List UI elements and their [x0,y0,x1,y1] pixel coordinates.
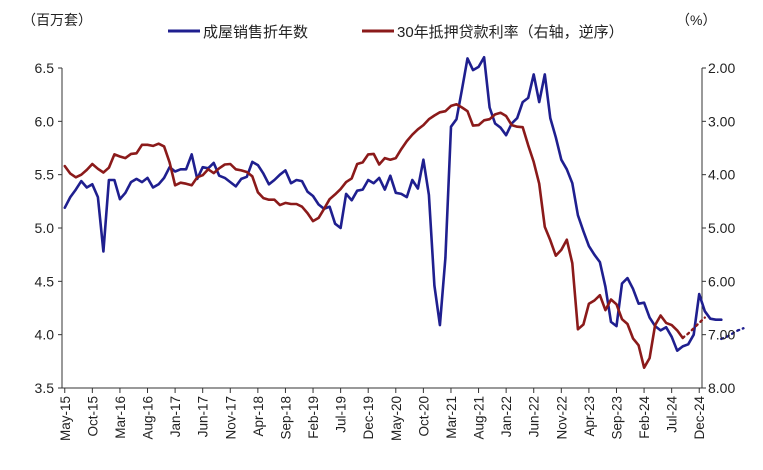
left-tick-label: 6.0 [35,113,55,129]
x-tick-label: Jan-22 [499,396,514,437]
x-tick-label: Mar-21 [444,396,459,439]
legend-label-mortgage-rate: 30年抵押贷款利率（右轴，逆序） [397,24,624,41]
series-line-mortgage-rate [63,103,685,370]
right-unit-label: （%） [676,12,716,28]
x-tick-label: Feb-24 [637,396,652,439]
x-tick-label: Nov-22 [554,396,569,440]
axes [61,68,703,389]
x-tick-label: Aug-21 [472,396,487,440]
right-tick-label: 7.00 [708,327,735,343]
tick-labels: 3.5 4.0 4.5 5.0 5.5 6.0 6.5 2.00 3.00 4.00 5.00 6.0… [35,60,736,441]
x-tick-label: May-15 [58,396,73,441]
x-tick-label: Jun-17 [196,396,211,437]
x-tick-label: Sep-18 [278,396,293,440]
left-tick-label: 4.5 [35,273,55,289]
x-tick-label: Jun-22 [527,396,542,437]
x-tick-label: Oct-15 [85,396,100,437]
x-tick-label: Oct-20 [416,396,431,437]
legend: 成屋销售折年数 30年抵押贷款利率（右轴，逆序） [168,24,624,41]
right-tick-label: 8.00 [708,380,735,396]
right-tick-label: 2.00 [708,60,735,76]
series-line-home-sales [63,55,723,353]
x-tick-label: Dec-19 [361,396,376,440]
x-tick-label: Sep-23 [609,396,624,440]
right-tick-label: 5.00 [708,220,735,236]
x-tick-label: Feb-19 [306,396,321,439]
legend-label-home-sales: 成屋销售折年数 [203,24,308,41]
left-tick-label: 5.5 [35,167,55,183]
x-tick-label: Apr-23 [582,396,597,437]
forecast-line-mortgage-rate [681,316,706,340]
left-tick-label: 3.5 [35,380,55,396]
x-tick-label: Jan-17 [168,396,183,437]
x-tick-label: Aug-16 [141,396,156,440]
x-tick-label: Dec-24 [692,396,707,440]
left-tick-label: 4.0 [35,327,55,343]
right-tick-label: 4.00 [708,167,735,183]
left-tick-label: 5.0 [35,220,55,236]
right-tick-label: 3.00 [708,113,735,129]
x-tick-label: Nov-17 [223,396,238,440]
left-tick-label: 6.5 [35,60,55,76]
left-unit-label: （百万套） [22,12,92,28]
x-tick-label: Jul-19 [334,396,349,433]
x-tick-label: Jul-24 [665,396,680,433]
x-tick-label: May-20 [389,396,404,441]
right-tick-label: 6.00 [708,273,735,289]
series-lines [63,55,745,370]
x-tick-label: Apr-18 [251,396,266,437]
x-tick-label: Mar-16 [113,396,128,439]
forecast-line-home-sales [720,327,745,341]
tick-marks [58,67,706,393]
